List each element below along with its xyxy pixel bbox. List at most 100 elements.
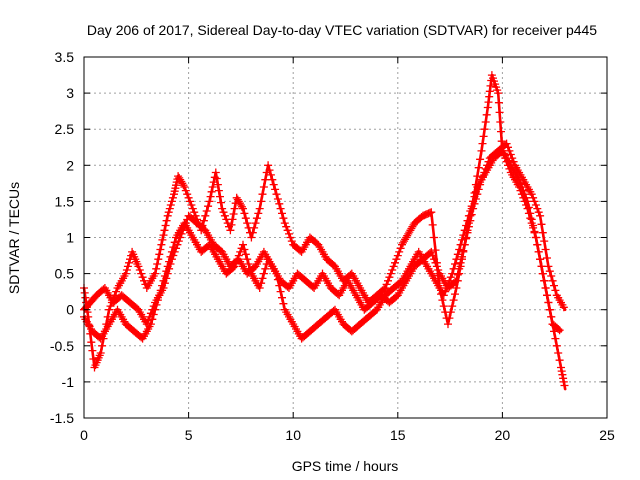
data-point-marker: [439, 291, 448, 300]
data-point-marker: [154, 255, 163, 264]
data-point-marker: [559, 377, 568, 386]
data-point-marker: [204, 202, 213, 211]
data-point-marker: [384, 276, 392, 285]
data-point-marker: [555, 326, 564, 335]
data-point-marker: [459, 246, 468, 255]
data-point-marker: [241, 214, 250, 223]
x-tick-label: 10: [285, 427, 301, 443]
data-point-marker: [451, 260, 459, 268]
data-point-marker: [427, 208, 436, 217]
y-tick-label: -1.5: [50, 410, 74, 426]
data-point-marker: [462, 221, 471, 230]
data-point-marker: [163, 262, 172, 271]
data-point-marker: [543, 291, 551, 300]
data-point-marker: [547, 272, 556, 280]
data-point-marker: [258, 274, 267, 283]
y-tick-label: -1: [62, 374, 75, 390]
chart-title: Day 206 of 2017, Sidereal Day-to-day VTE…: [87, 22, 597, 38]
data-point-marker: [252, 214, 261, 223]
data-point-marker: [547, 312, 556, 321]
data-point-marker: [534, 208, 543, 217]
y-tick-label: 0: [66, 302, 74, 318]
data-point-marker: [199, 216, 208, 225]
data-point-marker: [227, 220, 236, 229]
data-point-marker: [137, 269, 146, 278]
x-tick-label: 5: [185, 427, 193, 443]
data-point-marker: [381, 284, 390, 292]
data-point-marker: [552, 341, 561, 350]
data-point-marker: [519, 193, 528, 202]
data-point-marker: [148, 315, 157, 324]
data-point-marker: [449, 264, 458, 273]
data-point-marker: [545, 267, 554, 276]
y-tick-label: -0.5: [50, 338, 74, 354]
data-point-marker: [458, 235, 466, 244]
data-point-marker: [484, 98, 493, 107]
data-point-marker: [536, 255, 545, 264]
data-point-marker: [476, 155, 485, 164]
data-point-marker: [428, 220, 437, 229]
data-point-marker: [241, 250, 250, 259]
data-point-marker: [504, 143, 512, 152]
data-point-marker: [430, 255, 439, 264]
data-point-marker: [160, 272, 169, 280]
data-point-marker: [269, 180, 278, 189]
data-point-marker: [152, 300, 161, 309]
data-point-marker: [163, 211, 172, 220]
data-point-marker: [162, 216, 171, 225]
data-point-marker: [255, 284, 264, 292]
data-point-marker: [506, 150, 515, 159]
data-point-marker: [550, 281, 558, 290]
data-point-marker: [123, 262, 132, 271]
data-point-marker: [213, 180, 222, 189]
data-point-marker: [389, 262, 398, 271]
data-point-marker: [273, 275, 282, 284]
data-point-marker: [234, 251, 243, 260]
data-point-marker: [474, 163, 483, 172]
data-point-marker: [538, 228, 547, 237]
data-point-marker: [494, 98, 503, 107]
data-point-marker: [166, 201, 175, 209]
data-point-marker: [283, 226, 292, 235]
data-point-marker: [153, 260, 162, 268]
data-point-marker: [211, 168, 220, 177]
data-point-marker: [455, 245, 464, 254]
data-point-marker: [533, 240, 542, 249]
data-point-marker: [470, 192, 479, 201]
data-point-marker: [164, 208, 173, 217]
data-point-marker: [230, 204, 239, 213]
data-point-marker: [508, 154, 517, 163]
data-point-marker: [456, 258, 465, 267]
data-point-marker: [558, 370, 567, 379]
data-point-marker: [268, 175, 277, 184]
data-point-marker: [169, 243, 178, 252]
data-point-marker: [497, 137, 506, 146]
data-point-marker: [554, 325, 563, 333]
data-point-marker: [205, 197, 214, 206]
data-point-marker: [201, 211, 210, 220]
data-point-marker: [540, 237, 549, 246]
data-point-marker: [452, 276, 461, 285]
data-point-marker: [531, 233, 540, 242]
data-point-marker: [186, 197, 194, 206]
data-point-marker: [479, 132, 488, 141]
data-point-marker: [392, 255, 401, 264]
data-point-marker: [459, 231, 468, 240]
data-point-marker: [520, 197, 529, 206]
data-point-marker: [165, 257, 174, 266]
data-point-marker: [80, 288, 89, 297]
data-point-marker: [444, 320, 452, 329]
data-point-marker: [276, 204, 285, 213]
data-point-marker: [393, 251, 402, 260]
data-point-marker: [540, 276, 549, 285]
data-point-marker: [523, 204, 532, 213]
data-point-marker: [386, 269, 395, 278]
data-point-marker: [187, 201, 196, 209]
data-point-marker: [548, 276, 557, 285]
data-point-marker: [243, 255, 252, 264]
data-point-marker: [250, 223, 259, 232]
data-point-marker: [286, 233, 295, 242]
data-point-marker: [254, 209, 263, 218]
data-point-marker: [560, 381, 569, 390]
data-point-marker: [541, 245, 550, 254]
